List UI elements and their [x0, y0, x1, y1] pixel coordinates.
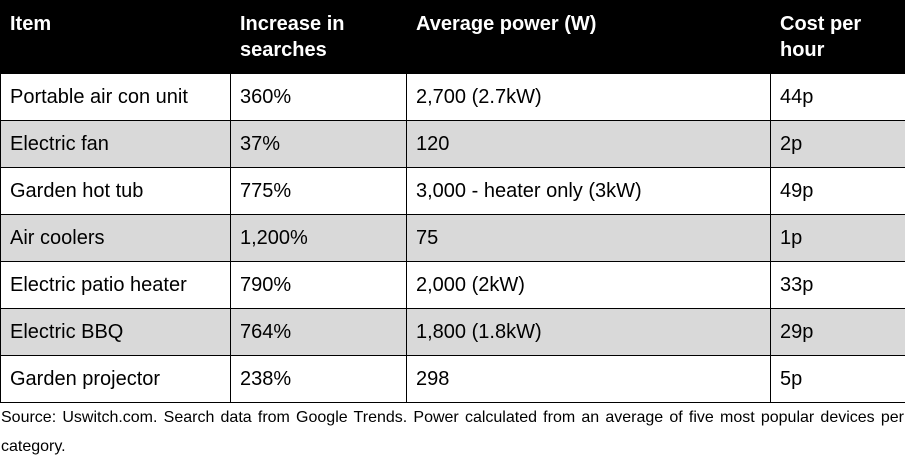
table-row: Electric fan 37% 120 2p: [0, 120, 905, 168]
table-row: Electric BBQ 764% 1,800 (1.8kW) 29p: [0, 308, 905, 356]
data-table: Item Increase in searches Average power …: [0, 0, 905, 403]
cell-item: Electric BBQ: [0, 308, 231, 356]
source-footnote: Source: Uswitch.com. Search data from Go…: [1, 409, 904, 455]
cell-increase: 764%: [230, 308, 407, 356]
cell-increase: 790%: [230, 261, 407, 309]
cell-power: 120: [406, 120, 771, 168]
cell-increase: 1,200%: [230, 214, 407, 262]
cell-item: Electric fan: [0, 120, 231, 168]
header-cost-per-hour: Cost per hour: [770, 0, 905, 74]
cell-cost: 33p: [770, 261, 905, 309]
table-row: Portable air con unit 360% 2,700 (2.7kW)…: [0, 73, 905, 121]
cell-increase: 360%: [230, 73, 407, 121]
cell-item: Portable air con unit: [0, 73, 231, 121]
table-row: Air coolers 1,200% 75 1p: [0, 214, 905, 262]
cell-power: 3,000 - heater only (3kW): [406, 167, 771, 215]
cell-cost: 5p: [770, 355, 905, 403]
table-row: Garden hot tub 775% 3,000 - heater only …: [0, 167, 905, 215]
cell-item: Air coolers: [0, 214, 231, 262]
cell-cost: 44p: [770, 73, 905, 121]
cell-cost: 49p: [770, 167, 905, 215]
cell-item: Electric patio heater: [0, 261, 231, 309]
cell-power: 2,700 (2.7kW): [406, 73, 771, 121]
header-increase-in-searches: Increase in searches: [230, 0, 407, 74]
cell-power: 298: [406, 355, 771, 403]
table-row: Garden projector 238% 298 5p: [0, 355, 905, 403]
cell-power: 2,000 (2kW): [406, 261, 771, 309]
header-average-power: Average power (W): [406, 0, 771, 74]
cell-power: 1,800 (1.8kW): [406, 308, 771, 356]
cell-increase: 775%: [230, 167, 407, 215]
cell-cost: 29p: [770, 308, 905, 356]
cell-increase: 37%: [230, 120, 407, 168]
table-header-row: Item Increase in searches Average power …: [0, 0, 905, 74]
header-item: Item: [0, 0, 231, 74]
table-row: Electric patio heater 790% 2,000 (2kW) 3…: [0, 261, 905, 309]
cell-item: Garden projector: [0, 355, 231, 403]
cell-item: Garden hot tub: [0, 167, 231, 215]
cell-increase: 238%: [230, 355, 407, 403]
cell-power: 75: [406, 214, 771, 262]
cell-cost: 2p: [770, 120, 905, 168]
cell-cost: 1p: [770, 214, 905, 262]
